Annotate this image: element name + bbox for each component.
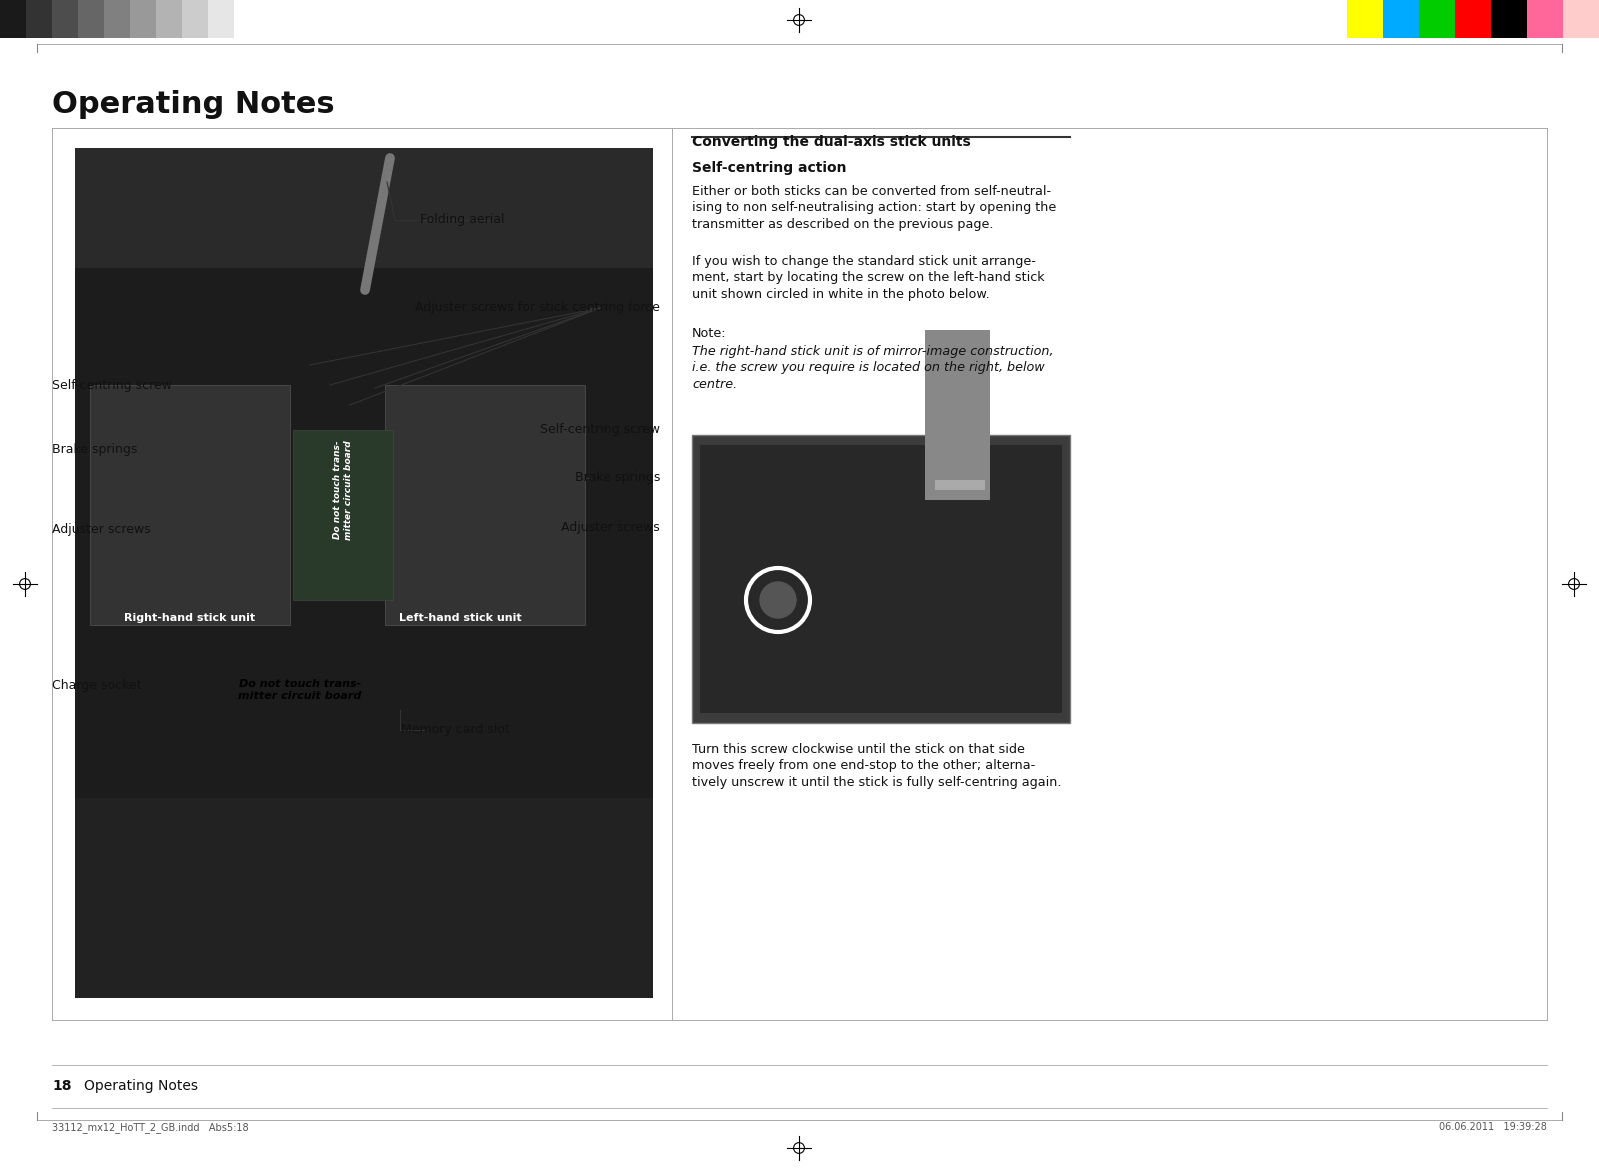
Text: Either or both sticks can be converted from self-neutral-
ising to non self-neut: Either or both sticks can be converted f… — [692, 185, 1057, 231]
Bar — [700, 445, 1062, 712]
Text: Do not touch trans-
mitter circuit board: Do not touch trans- mitter circuit board — [333, 440, 353, 540]
Bar — [1527, 0, 1562, 39]
Bar — [1490, 0, 1527, 39]
Bar — [924, 331, 990, 500]
Text: Adjuster screws: Adjuster screws — [53, 523, 150, 536]
Bar — [75, 148, 652, 267]
Bar — [1418, 0, 1455, 39]
Text: Self-centring action: Self-centring action — [692, 161, 846, 175]
Bar — [182, 0, 208, 39]
Bar — [208, 0, 233, 39]
Bar — [935, 480, 985, 491]
Bar — [293, 430, 393, 600]
Bar — [1346, 0, 1383, 39]
Bar — [130, 0, 157, 39]
Text: Note:: Note: — [692, 327, 726, 340]
Text: Left-hand stick unit: Left-hand stick unit — [398, 613, 521, 623]
Bar — [75, 798, 652, 997]
Text: Turn this screw clockwise until the stick on that side
moves freely from one end: Turn this screw clockwise until the stic… — [692, 743, 1062, 790]
Bar — [385, 385, 585, 625]
Text: Adjuster screws for stick centring force: Adjuster screws for stick centring force — [416, 301, 660, 314]
Bar — [692, 434, 1070, 723]
Text: If you wish to change the standard stick unit arrange-
ment, start by locating t: If you wish to change the standard stick… — [692, 255, 1044, 301]
Text: Right-hand stick unit: Right-hand stick unit — [125, 613, 256, 623]
Bar — [26, 0, 53, 39]
Text: Charge socket: Charge socket — [53, 679, 141, 691]
Text: Memory card slot: Memory card slot — [401, 723, 510, 737]
Text: Self-centring screw: Self-centring screw — [540, 424, 660, 437]
Bar — [90, 385, 289, 625]
Text: Adjuster screws: Adjuster screws — [561, 521, 660, 535]
Text: Operating Notes: Operating Notes — [85, 1079, 198, 1093]
Bar — [233, 0, 261, 39]
Bar — [1562, 0, 1599, 39]
Text: Converting the dual-axis stick units: Converting the dual-axis stick units — [692, 135, 971, 150]
Text: Brake springs: Brake springs — [53, 444, 138, 457]
Bar — [104, 0, 130, 39]
Bar — [78, 0, 104, 39]
Circle shape — [760, 582, 796, 618]
Text: Brake springs: Brake springs — [574, 472, 660, 485]
Bar — [53, 0, 78, 39]
Text: Self-centring screw: Self-centring screw — [53, 378, 173, 391]
Bar — [1455, 0, 1490, 39]
Text: Operating Notes: Operating Notes — [53, 90, 334, 119]
Text: Folding aerial: Folding aerial — [421, 214, 505, 227]
Text: 33112_mx12_HoTT_2_GB.indd   Abs5:18: 33112_mx12_HoTT_2_GB.indd Abs5:18 — [53, 1122, 248, 1133]
Text: Do not touch trans-
mitter circuit board: Do not touch trans- mitter circuit board — [238, 679, 361, 701]
Text: 18: 18 — [53, 1079, 72, 1093]
Text: 06.06.2011   19:39:28: 06.06.2011 19:39:28 — [1439, 1122, 1546, 1132]
Text: The right-hand stick unit is of mirror-image construction,
i.e. the screw you re: The right-hand stick unit is of mirror-i… — [692, 345, 1054, 391]
Bar — [75, 148, 652, 997]
Bar — [1383, 0, 1418, 39]
Bar — [157, 0, 182, 39]
Bar — [0, 0, 26, 39]
